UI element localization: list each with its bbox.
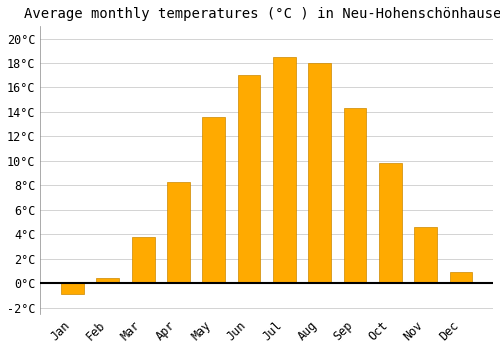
Title: Average monthly temperatures (°C ) in Neu-Hohenschönhausen: Average monthly temperatures (°C ) in Ne…: [24, 7, 500, 21]
Bar: [238, 75, 260, 283]
Bar: [96, 278, 119, 283]
Bar: [61, 283, 84, 294]
Bar: [308, 63, 331, 283]
Bar: [273, 57, 296, 283]
Bar: [414, 227, 437, 283]
Bar: [132, 237, 154, 283]
Bar: [450, 272, 472, 283]
Bar: [202, 117, 225, 283]
Bar: [344, 108, 366, 283]
Bar: [379, 163, 402, 283]
Bar: [167, 182, 190, 283]
